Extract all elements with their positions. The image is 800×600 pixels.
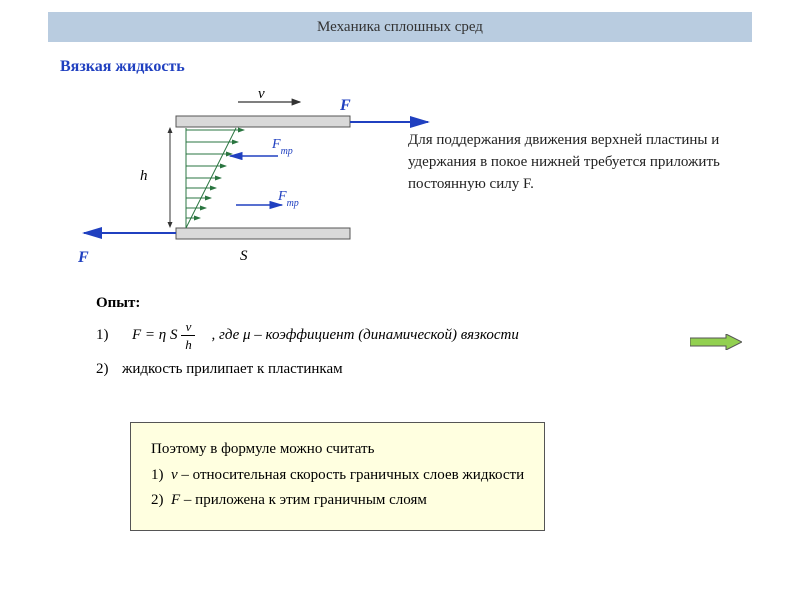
experiment-row-2: 2) жидкость прилипает к пластинкам	[96, 361, 696, 378]
svg-text:F: F	[339, 97, 351, 114]
fraction-bar	[181, 335, 195, 336]
shear-diagram: vFFFтрFтрhS	[78, 88, 368, 268]
result-arrow-icon	[690, 334, 742, 350]
page-title: Механика сплошных сред	[317, 19, 483, 35]
viscosity-formula: F = η S v h	[132, 320, 195, 351]
svg-text:v: v	[258, 88, 265, 102]
conclusion-line-2: 1) v – относительная скорость граничных …	[151, 463, 524, 489]
conclusion-line-1: Поэтому в формуле можно считать	[151, 437, 524, 463]
formula-tail: , где μ – коэффициент (динамической) вяз…	[211, 327, 518, 344]
svg-text:S: S	[240, 248, 248, 264]
row-number: 2)	[96, 361, 122, 378]
formula-lhs: F = η S	[132, 327, 177, 344]
formula-denominator: h	[185, 338, 192, 351]
description-paragraph: Для поддержания движения верхней пластин…	[408, 130, 748, 195]
section-title: Вязкая жидкость	[60, 58, 185, 76]
conclusion-line-3: 2) F – приложена к этим граничным слоям	[151, 488, 524, 514]
svg-text:F: F	[78, 249, 89, 266]
description-text: Для поддержания движения верхней пластин…	[408, 132, 720, 192]
experiment-block: Опыт: 1) F = η S v h , где μ – коэффицие…	[96, 295, 696, 388]
row-2-text: жидкость прилипает к пластинкам	[122, 361, 343, 378]
experiment-row-1: 1) F = η S v h , где μ – коэффициент (ди…	[96, 320, 696, 351]
diagram-svg: vFFFтрFтрhS	[78, 88, 438, 273]
row-number: 1)	[96, 327, 122, 344]
svg-text:h: h	[140, 168, 148, 184]
experiment-header: Опыт:	[96, 295, 696, 312]
page-header: Механика сплошных сред	[48, 12, 752, 42]
svg-text:Fтр: Fтр	[271, 137, 293, 157]
conclusion-box: Поэтому в формуле можно считать 1) v – о…	[130, 422, 545, 531]
formula-numerator: v	[186, 320, 192, 333]
